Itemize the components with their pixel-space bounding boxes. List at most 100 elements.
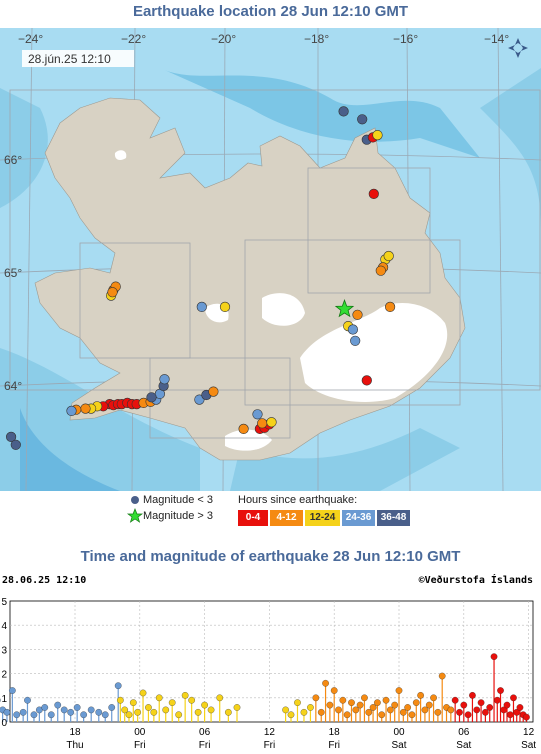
quake-mark [201, 701, 208, 709]
quake-mark [87, 706, 95, 714]
quake-mark [287, 711, 295, 719]
magnitude-legend [126, 496, 144, 523]
earthquake-dot [385, 301, 396, 313]
quake-mark [194, 708, 202, 716]
quake-mark [430, 694, 437, 702]
y-tick: 5 [1, 597, 7, 608]
quake-mark [352, 706, 360, 714]
x-tick-day: Fri [199, 740, 211, 751]
star-icon [126, 508, 144, 523]
x-tick-labels: 18 Thu 00 Fri 06 Fri 12 Fri 18 Fri 00 Sat 06 Sat 12 Sat [66, 727, 536, 751]
y-tick: 0 [1, 718, 7, 729]
time-magnitude-chart: 28.06.25 12:10 ©Veðurstofa Íslands 01234… [0, 573, 536, 751]
quake-mark [391, 701, 399, 709]
quake-mark [506, 711, 514, 719]
lat-label: 65° [4, 266, 22, 280]
earthquake-dot [350, 335, 361, 346]
quake-mark [317, 708, 325, 716]
legend-large: Magnitude > 3 [143, 510, 214, 522]
quake-mark [207, 706, 215, 714]
earthquake-dot [257, 418, 268, 429]
quake-mark [408, 711, 416, 719]
quake-mark [145, 704, 152, 711]
quake-mark [108, 704, 116, 711]
ts-title: Time and magnitude of earthquake 28 Jun … [80, 548, 461, 565]
quake-mark [469, 692, 476, 699]
quake-mark [417, 692, 424, 699]
x-tick-day: Sat [456, 740, 471, 751]
earthquake-dot [219, 301, 231, 313]
quake-mark [282, 706, 289, 714]
quake-mark [30, 711, 38, 719]
compass-icon[interactable] [508, 38, 528, 58]
quake-mark [438, 672, 446, 680]
lat-label: 64° [4, 379, 22, 393]
quake-mark [162, 706, 170, 714]
quake-mark [473, 706, 481, 714]
quake-mark [216, 694, 224, 702]
quake-mark [73, 704, 81, 711]
x-tick-day: Sat [521, 740, 536, 751]
earthquake-dot [159, 374, 170, 385]
lon-label: −20° [211, 32, 236, 46]
x-tick-day: Fri [134, 740, 146, 751]
quake-mark [523, 713, 530, 721]
x-tick-hour: 12 [264, 727, 276, 738]
earthquake-dot [238, 423, 249, 435]
quake-mark [67, 708, 75, 716]
quake-mark [13, 711, 21, 719]
quake-mark [421, 706, 429, 714]
earthquake-dot [383, 250, 394, 262]
quake-mark [348, 699, 355, 706]
lat-label: 66° [4, 153, 22, 167]
region-boxes [9, 89, 541, 439]
earthquake-dot [266, 417, 277, 428]
glaciers [114, 150, 448, 451]
quake-mark [343, 711, 351, 719]
quake-mark [493, 696, 501, 704]
earthquake-map[interactable]: 66° 65° 64° −24° −22° −20° −18° −16° −14° 28.jú… [0, 28, 541, 491]
earthquake-dot [375, 265, 386, 276]
quake-mark [387, 706, 394, 714]
quake-mark [3, 708, 11, 716]
quake-mark [300, 708, 308, 716]
map-timestamp: 28.jún.25 12:10 [28, 52, 111, 66]
quake-mark [399, 708, 407, 716]
quake-mark [47, 711, 55, 719]
quake-mark [150, 708, 158, 716]
y-tick: 3 [1, 645, 7, 656]
small-dot-icon [131, 496, 139, 504]
large-quake-star [334, 299, 355, 318]
quake-mark [19, 708, 27, 716]
hours-title: Hours since earthquake: [238, 494, 358, 506]
lon-label: −24° [18, 32, 43, 46]
hours-bin: 36-48 [377, 510, 410, 526]
quake-mark [464, 711, 472, 719]
earthquake-dot [208, 386, 219, 397]
quake-mark [139, 689, 147, 697]
quake-mark [121, 706, 129, 714]
quake-mark [460, 701, 468, 709]
quake-mark [425, 701, 433, 709]
quake-mark [510, 694, 517, 702]
quake-mark [412, 699, 420, 706]
ts-right-label: ©Veðurstofa Íslands [419, 573, 533, 586]
x-tick-day: Sat [391, 740, 406, 751]
quake-mark [125, 711, 133, 719]
quake-mark [60, 706, 68, 714]
hours-bin: 24-36 [342, 510, 375, 526]
earthquake-dot [196, 301, 207, 313]
quake-mark [117, 696, 124, 704]
map-points [6, 106, 396, 450]
x-tick-day: Thu [66, 740, 83, 751]
earthquake-dot [361, 375, 372, 386]
quake-mark [486, 704, 494, 711]
quake-mark [378, 711, 386, 719]
quake-mark [477, 699, 485, 706]
y-tick: 4 [1, 621, 7, 632]
x-tick-hour: 00 [134, 727, 146, 738]
earthquake-dot [372, 129, 383, 141]
hours-bin: 4-12 [270, 510, 303, 526]
quake-mark [516, 704, 524, 711]
quake-mark [374, 699, 381, 706]
